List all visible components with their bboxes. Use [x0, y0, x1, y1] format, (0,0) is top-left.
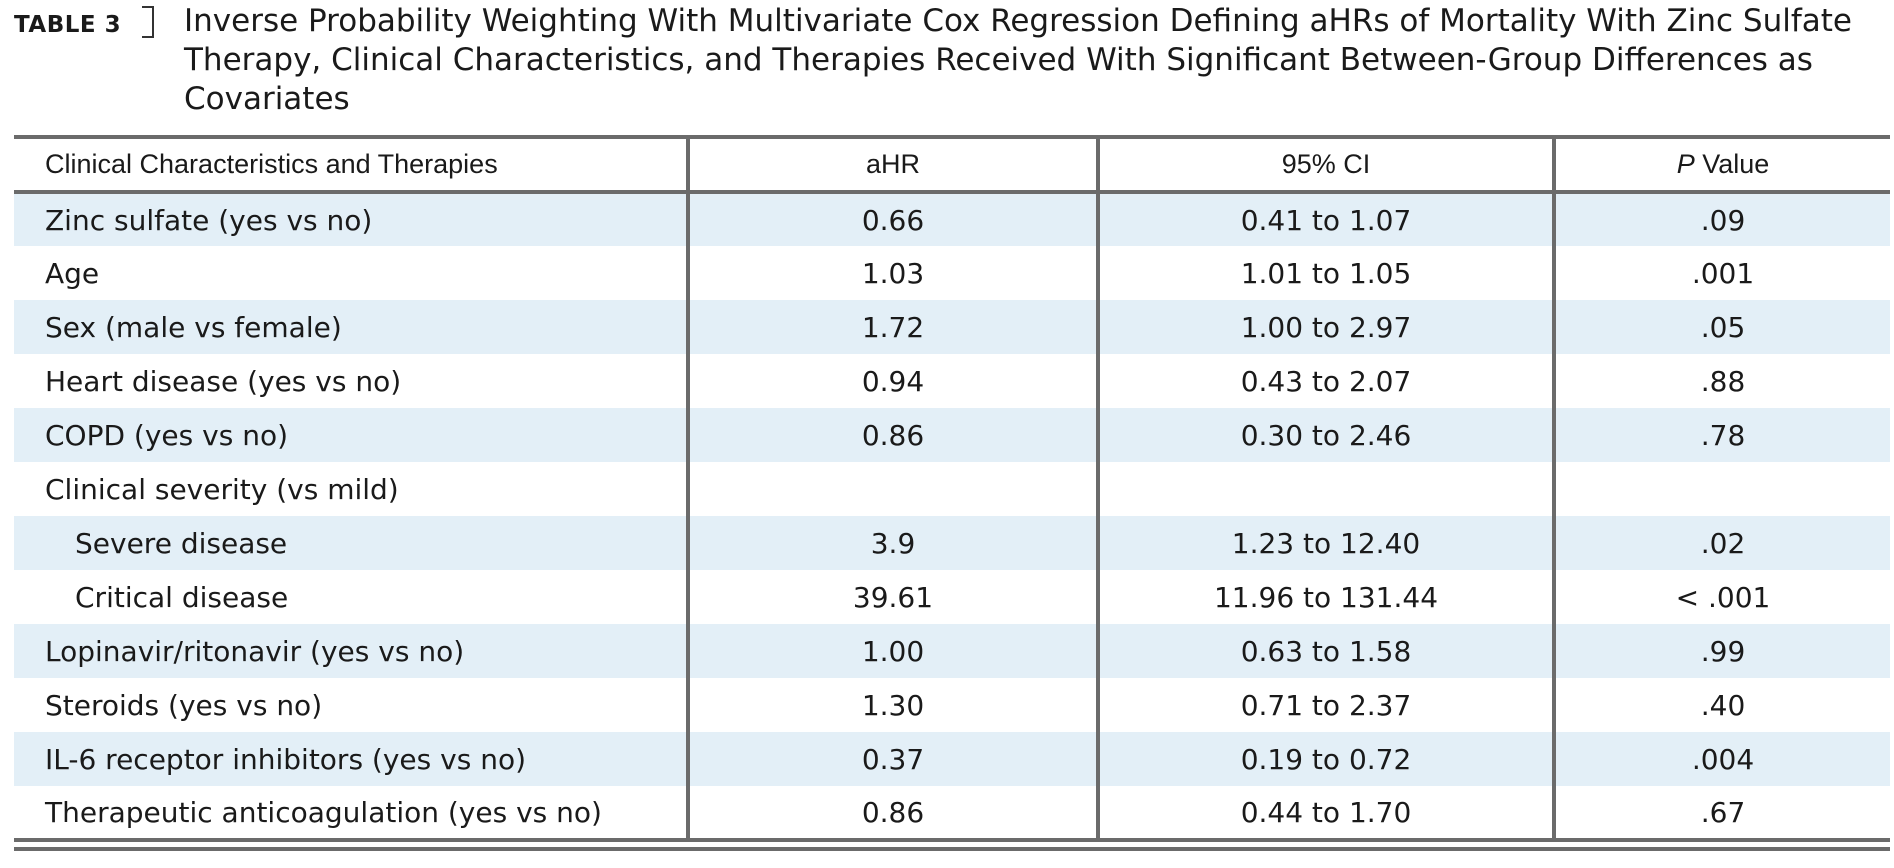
table-title: Inverse Probability Weighting With Multi… — [184, 3, 1853, 117]
row-ci: 11.96 to 131.44 — [1098, 570, 1556, 624]
row-ci: 1.01 to 1.05 — [1098, 246, 1556, 300]
row-label: Zinc sulfate (yes vs no) — [14, 192, 690, 246]
row-ahr — [688, 462, 1100, 516]
table-row: Sex (male vs female) 1.72 1.00 to 2.97 .… — [14, 300, 1890, 354]
table-row: Therapeutic anticoagulation (yes vs no) … — [14, 786, 1890, 842]
table-caption: TABLE 3 Inverse Probability Weighting Wi… — [14, 2, 1884, 122]
header-pvalue: P Value — [1554, 135, 1890, 194]
row-ahr: 0.86 — [688, 786, 1100, 842]
row-label: Age — [14, 246, 690, 300]
row-ahr: 1.00 — [688, 624, 1100, 678]
row-label: Severe disease — [14, 516, 690, 570]
row-ahr: 0.86 — [688, 408, 1100, 462]
row-ci: 0.19 to 0.72 — [1098, 732, 1556, 786]
row-label: Critical disease — [14, 570, 690, 624]
table-label: TABLE 3 — [14, 12, 122, 38]
row-label: Clinical severity (vs mild) — [14, 462, 690, 516]
row-pvalue: .88 — [1700, 364, 1746, 398]
table-row: Heart disease (yes vs no) 0.94 0.43 to 2… — [14, 354, 1890, 408]
header-pvalue-p: P — [1676, 149, 1695, 179]
row-ahr: 0.37 — [688, 732, 1100, 786]
table-row: Steroids (yes vs no) 1.30 0.71 to 2.37 .… — [14, 678, 1890, 732]
table-row: Clinical severity (vs mild) — [14, 462, 1890, 516]
row-pvalue: .99 — [1554, 624, 1890, 678]
row-ci — [1098, 462, 1556, 516]
row-pvalue: .78 — [1554, 408, 1890, 462]
row-ci: 0.44 to 1.70 — [1098, 786, 1556, 842]
row-pvalue: < .001 — [1675, 580, 1771, 614]
table-row: Age 1.03 1.01 to 1.05 .001 — [14, 246, 1890, 300]
header-pvalue-suffix: Value — [1694, 149, 1770, 179]
row-ci: 1.00 to 2.97 — [1098, 300, 1556, 354]
row-pvalue: .02 — [1554, 516, 1890, 570]
results-table-container: Clinical Characteristics and Therapies a… — [14, 135, 1890, 851]
row-ci: 0.43 to 2.07 — [1098, 354, 1556, 408]
table-bottom-rule — [14, 847, 1890, 851]
row-pvalue — [1554, 462, 1890, 516]
row-pvalue: .004 — [1554, 732, 1890, 786]
row-ci: 0.71 to 2.37 — [1098, 678, 1556, 732]
row-ahr: 1.03 — [688, 246, 1100, 300]
row-ci: 0.30 to 2.46 — [1098, 408, 1556, 462]
row-pvalue: .001 — [1691, 256, 1755, 290]
table-row: IL-6 receptor inhibitors (yes vs no) 0.3… — [14, 732, 1890, 786]
table-row: COPD (yes vs no) 0.86 0.30 to 2.46 .78 — [14, 408, 1890, 462]
row-label: Heart disease (yes vs no) — [14, 354, 690, 408]
table-header-row: Clinical Characteristics and Therapies a… — [14, 135, 1890, 194]
row-ahr: 0.94 — [688, 354, 1100, 408]
row-ahr: 1.30 — [688, 678, 1100, 732]
row-label: Steroids (yes vs no) — [14, 678, 690, 732]
row-label: Therapeutic anticoagulation (yes vs no) — [14, 786, 690, 842]
table-row: Critical disease 39.61 11.96 to 131.44 <… — [14, 570, 1890, 624]
table-row: Severe disease 3.9 1.23 to 12.40 .02 — [14, 516, 1890, 570]
row-pvalue: .40 — [1700, 688, 1746, 722]
row-label: Lopinavir/ritonavir (yes vs no) — [14, 624, 690, 678]
row-ahr: 3.9 — [688, 516, 1100, 570]
row-label: COPD (yes vs no) — [14, 408, 690, 462]
row-label: IL-6 receptor inhibitors (yes vs no) — [14, 732, 690, 786]
row-ahr: 1.72 — [688, 300, 1100, 354]
row-pvalue: .09 — [1554, 192, 1890, 246]
header-ahr: aHR — [688, 135, 1100, 194]
header-characteristic: Clinical Characteristics and Therapies — [14, 135, 690, 194]
results-table: Clinical Characteristics and Therapies a… — [14, 135, 1890, 842]
caption-bracket-icon — [142, 6, 154, 38]
header-ci: 95% CI — [1098, 135, 1556, 194]
row-pvalue: .05 — [1554, 300, 1890, 354]
row-label: Sex (male vs female) — [14, 300, 690, 354]
row-ci: 0.63 to 1.58 — [1098, 624, 1556, 678]
table-row: Lopinavir/ritonavir (yes vs no) 1.00 0.6… — [14, 624, 1890, 678]
row-ci: 1.23 to 12.40 — [1098, 516, 1556, 570]
row-pvalue: .67 — [1554, 786, 1890, 842]
row-ci: 0.41 to 1.07 — [1098, 192, 1556, 246]
table-row: Zinc sulfate (yes vs no) 0.66 0.41 to 1.… — [14, 192, 1890, 246]
row-ahr: 39.61 — [688, 570, 1100, 624]
row-ahr: 0.66 — [688, 192, 1100, 246]
